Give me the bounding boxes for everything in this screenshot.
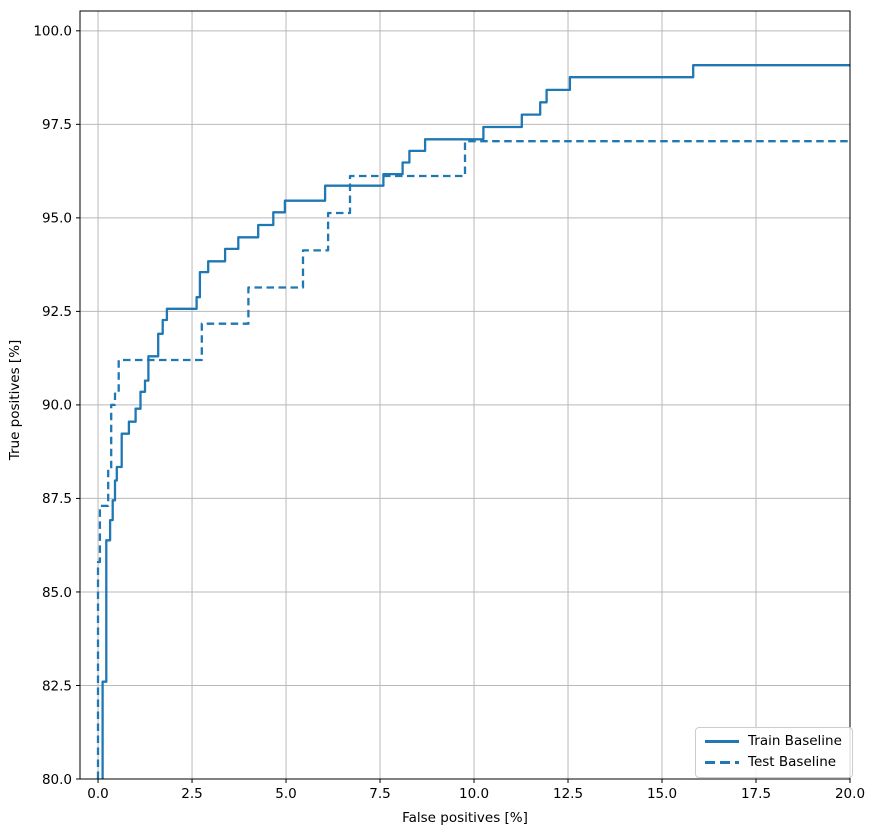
train-baseline-line-sample — [705, 740, 739, 744]
legend-label-train-baseline: Train Baseline — [748, 733, 842, 749]
train-baseline-line — [101, 64, 850, 779]
legend: Train Baseline Test Baseline — [695, 727, 853, 778]
y-tick-label: 87.5 — [42, 491, 72, 507]
legend-item-test-baseline: Test Baseline — [705, 753, 842, 770]
plot-frame — [79, 10, 851, 780]
legend-item-train-baseline: Train Baseline — [705, 733, 842, 749]
y-tick-label: 85.0 — [42, 585, 72, 601]
y-tick-label: 82.5 — [42, 678, 72, 694]
y-axis-label: True positives [%] — [7, 339, 23, 461]
x-tick-label: 5.0 — [275, 786, 296, 802]
y-tick-label: 100.0 — [33, 24, 72, 40]
plot-lines — [96, 64, 850, 779]
test-baseline-line — [96, 140, 850, 779]
x-tick-label: 2.5 — [181, 786, 202, 802]
x-tick-label: 15.0 — [647, 786, 677, 802]
x-tick-label: 7.5 — [369, 786, 390, 802]
x-tick-label: 0.0 — [87, 786, 108, 802]
y-tick-label: 80.0 — [42, 772, 72, 788]
y-tick-label: 97.5 — [42, 117, 72, 133]
x-tick-label: 20.0 — [835, 786, 865, 802]
x-tick-label: 12.5 — [553, 786, 583, 802]
test-baseline-line-sample — [705, 760, 739, 764]
gridlines — [80, 11, 851, 780]
y-tick-label: 92.5 — [42, 304, 72, 320]
plot-border — [79, 10, 851, 780]
legend-label-test-baseline: Test Baseline — [748, 753, 837, 770]
x-tick-label: 10.0 — [459, 786, 489, 802]
x-axis-label: False positives [%] — [402, 810, 528, 826]
axis-ticks — [76, 30, 851, 783]
y-tick-label: 90.0 — [42, 398, 72, 414]
y-tick-label: 95.0 — [42, 211, 72, 227]
x-tick-label: 17.5 — [741, 786, 771, 802]
tick-labels: 0.0 2.5 5.0 7.5 10.0 12.5 15.0 17.5 20.0 80.0 82.5… — [33, 24, 865, 802]
